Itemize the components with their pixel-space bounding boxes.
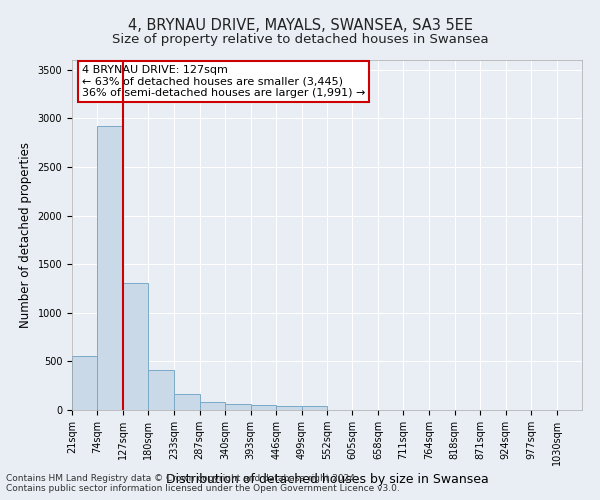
Text: 4 BRYNAU DRIVE: 127sqm
← 63% of detached houses are smaller (3,445)
36% of semi-: 4 BRYNAU DRIVE: 127sqm ← 63% of detached… [82,66,365,98]
Y-axis label: Number of detached properties: Number of detached properties [19,142,32,328]
Bar [302,406,327,410]
Text: Contains public sector information licensed under the Open Government Licence v3: Contains public sector information licen… [6,484,400,493]
X-axis label: Distribution of detached houses by size in Swansea: Distribution of detached houses by size … [166,474,488,486]
Bar [97,126,123,410]
Bar [276,406,302,410]
Text: Contains HM Land Registry data © Crown copyright and database right 2024.: Contains HM Land Registry data © Crown c… [6,474,358,483]
Bar [72,356,97,410]
Bar [174,394,200,410]
Bar [251,404,276,410]
Bar [200,402,225,410]
Bar [123,282,148,410]
Text: Size of property relative to detached houses in Swansea: Size of property relative to detached ho… [112,32,488,46]
Text: 4, BRYNAU DRIVE, MAYALS, SWANSEA, SA3 5EE: 4, BRYNAU DRIVE, MAYALS, SWANSEA, SA3 5E… [128,18,473,32]
Bar [225,404,251,410]
Bar [148,370,174,410]
